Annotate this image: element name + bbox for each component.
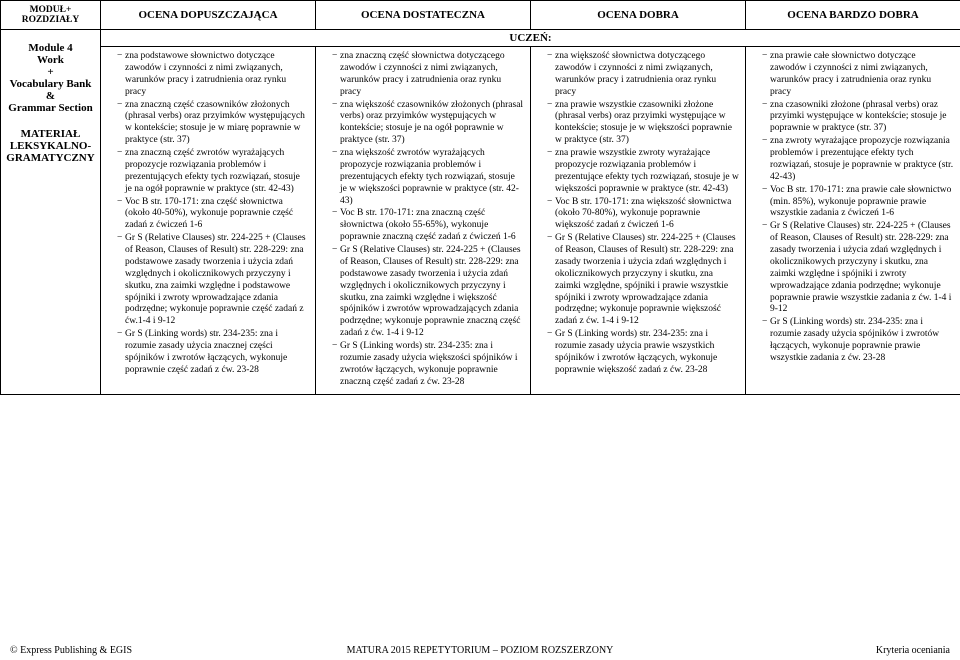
material-block: MATERIAŁLEKSYKALNO-GRAMATYCZNY [6,128,94,164]
header-grade1: OCENA DOPUSZCZAJĄCA [101,1,316,30]
list-item: Gr S (Relative Clauses) str. 224-225 + (… [117,233,309,328]
footer-right: Kryteria oceniania [876,645,950,656]
header-rowcol: MODUŁ+ROZDZIAŁY [1,1,101,30]
left-cell: Module 4Work+Vocabulary Bank&Grammar Sec… [1,30,101,395]
list-item: zna czasowniki złożone (phrasal verbs) o… [762,100,954,136]
list-item: zna zwroty wyrażające propozycje rozwiąz… [762,136,954,184]
list-item: zna podstawowe słownictwo dotyczące zawo… [117,51,309,99]
list-item: Gr S (Linking words) str. 234-235: zna i… [762,317,954,365]
list-item: zna prawie wszystkie zwroty wyrażające p… [547,148,739,196]
list-item: Gr S (Linking words) str. 234-235: zna i… [117,329,309,377]
list-item: Gr S (Relative Clauses) str. 224-225 + (… [547,233,739,328]
list-item: Voc B str. 170-171: zna część słownictwa… [117,197,309,233]
header-grade2: OCENA DOSTATECZNA [316,1,531,30]
list-item: Gr S (Linking words) str. 234-235: zna i… [332,341,524,389]
footer-center: MATURA 2015 REPETYTORIUM – POZIOM ROZSZE… [347,645,614,656]
cell-grade2: zna znaczną część słownictwa dotyczącego… [316,47,531,395]
list-item: zna znaczną część słownictwa dotyczącego… [332,51,524,99]
list-item: Voc B str. 170-171: zna znaczną część sł… [332,208,524,244]
cell-grade4: zna prawie całe słownictwo dotyczące zaw… [746,47,960,395]
list-item: zna prawie wszystkie czasowniki złożone … [547,100,739,148]
list-item: Voc B str. 170-171: zna większość słowni… [547,197,739,233]
list-item: zna większość słownictwa dotyczącego zaw… [547,51,739,99]
module-block: Module 4Work+Vocabulary Bank&Grammar Sec… [8,42,92,114]
list-item: Gr S (Relative Clauses) str. 224-225 + (… [332,245,524,340]
header-grade4: OCENA BARDZO DOBRA [746,1,960,30]
list-item: zna prawie całe słownictwo dotyczące zaw… [762,51,954,99]
footer-left: © Express Publishing & EGIS [10,645,132,656]
list-grade3: zna większość słownictwa dotyczącego zaw… [537,51,739,377]
cell-grade1: zna podstawowe słownictwo dotyczące zawo… [101,47,316,395]
uczen-header: UCZEŃ: [101,30,960,47]
list-item: zna znaczną część zwrotów wyrażających p… [117,148,309,196]
list-item: Voc B str. 170-171: zna prawie całe słow… [762,185,954,221]
list-grade2: zna znaczną część słownictwa dotyczącego… [322,51,524,389]
list-grade4: zna prawie całe słownictwo dotyczące zaw… [752,51,954,365]
criteria-table: MODUŁ+ROZDZIAŁY OCENA DOPUSZCZAJĄCA OCEN… [0,0,960,395]
footer: © Express Publishing & EGIS MATURA 2015 … [0,645,960,656]
header-grade3: OCENA DOBRA [531,1,746,30]
list-item: Gr S (Relative Clauses) str. 224-225 + (… [762,221,954,316]
header-rowcol-text: MODUŁ+ROZDZIAŁY [22,5,80,25]
list-item: zna większość czasowników złożonych (phr… [332,100,524,148]
list-item: Gr S (Linking words) str. 234-235: zna i… [547,329,739,377]
list-item: zna większość zwrotów wyrażających propo… [332,148,524,207]
list-item: zna znaczną część czasowników złożonych … [117,100,309,148]
list-grade1: zna podstawowe słownictwo dotyczące zawo… [107,51,309,377]
cell-grade3: zna większość słownictwa dotyczącego zaw… [531,47,746,395]
